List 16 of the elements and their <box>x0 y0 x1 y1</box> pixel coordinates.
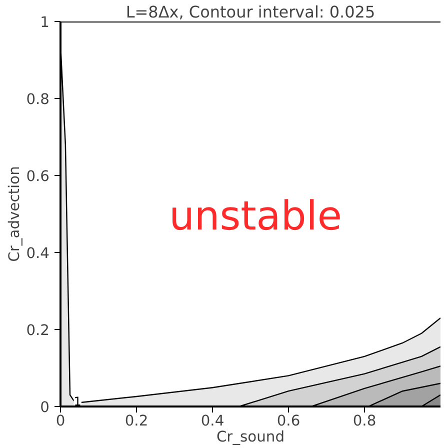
annotation: unstable <box>169 194 342 240</box>
y-axis-title: Cr_advection <box>6 166 24 262</box>
chart-title: L=8Δx, Contour interval: 0.025 <box>126 2 376 22</box>
x-tick-label: 0.8 <box>352 412 376 430</box>
x-tick-label: 0.2 <box>124 412 148 430</box>
y-tick-label: 1 <box>40 14 50 31</box>
x-tick-label: 0 <box>56 412 66 430</box>
y-tick-label: 0.8 <box>26 91 50 108</box>
x-axis-title: Cr_sound <box>216 428 285 446</box>
annotation: 1 <box>74 394 82 409</box>
x-tick-label: 0.6 <box>276 412 300 430</box>
x-tick-label: 0.4 <box>200 412 224 430</box>
y-tick-label: 0.4 <box>26 245 50 262</box>
y-tick-label: 0.6 <box>26 168 50 185</box>
y-tick-label: 0.2 <box>26 322 50 339</box>
y-tick-label: 0 <box>40 399 50 416</box>
